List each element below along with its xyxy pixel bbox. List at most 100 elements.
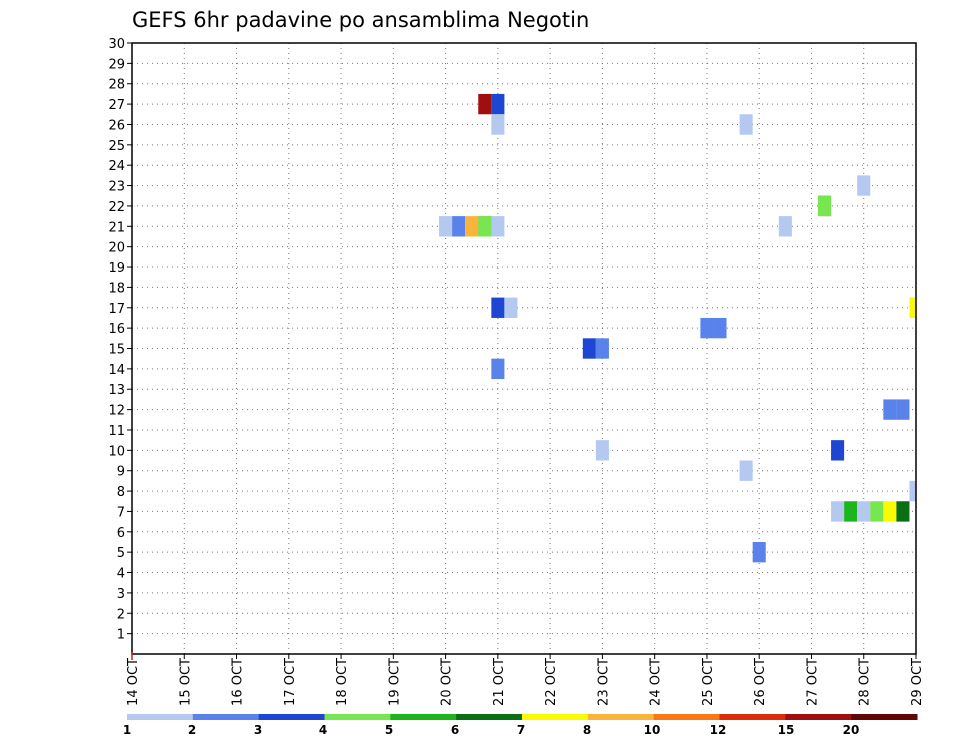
plot-frame (131, 42, 917, 655)
heatmap-cell (870, 501, 884, 522)
heatmap-cell (883, 501, 897, 522)
colorbar-swatch (456, 714, 523, 720)
y-tick-label: 4 (117, 567, 125, 582)
x-tick-label: 29 OCT (910, 658, 925, 706)
colorbar: 1 2 3 4 5 6 7 8 10 12 15 20 (123, 714, 918, 737)
y-tick-label: 1 (117, 628, 125, 643)
colorbar-label: 5 (385, 723, 393, 737)
heatmap-cell (831, 501, 845, 522)
colorbar-label: 20 (843, 723, 860, 737)
chart-title: GEFS 6hr padavine po ansamblima Negotin (132, 8, 589, 32)
y-tick-label: 15 (108, 343, 125, 358)
heatmap-cell (896, 501, 910, 522)
heatmap-cell (857, 175, 871, 196)
y-tick-label: 17 (108, 302, 125, 317)
x-tick-label: 20 OCT (440, 658, 455, 706)
y-tick-label: 8 (117, 485, 125, 500)
y-tick-label: 11 (108, 424, 125, 439)
y-tick-label: 12 (108, 404, 125, 419)
heatmap-cell (844, 501, 858, 522)
x-tick-label: 18 OCT (335, 658, 350, 706)
colorbar-label: 4 (319, 723, 327, 737)
x-tick-label: 23 OCT (596, 658, 611, 706)
heatmap-cell (778, 216, 792, 237)
y-tick-label: 19 (108, 261, 125, 276)
heatmap-cell (491, 93, 505, 115)
y-tick-label: 6 (117, 526, 125, 541)
y-tick-label: 23 (108, 180, 125, 195)
heatmap-cell (896, 399, 910, 420)
y-tick-label: 16 (108, 322, 125, 337)
heatmap-cell (465, 216, 479, 237)
x-tick-label: 27 OCT (805, 658, 820, 706)
y-tick-label: 10 (108, 444, 125, 459)
plot-border (131, 42, 917, 655)
x-tick-label: 24 OCT (649, 658, 664, 706)
x-tick-label: 25 OCT (701, 658, 716, 706)
y-tick-label: 24 (108, 159, 125, 174)
y-tick-label: 5 (117, 546, 125, 561)
y-tick-label: 26 (108, 118, 125, 133)
x-tick-label: 26 OCT (753, 658, 768, 706)
colorbar-label: 12 (710, 723, 727, 737)
heatmap-cell (752, 541, 766, 563)
colorbar-label: 10 (644, 723, 661, 737)
y-tick-label: 7 (117, 505, 125, 520)
colorbar-label: 2 (188, 723, 196, 737)
colorbar-swatch (653, 714, 720, 720)
colorbar-label: 15 (778, 723, 795, 737)
y-tick-label: 18 (108, 281, 125, 296)
y-tick-label: 9 (117, 465, 125, 480)
colorbar-swatch (390, 714, 457, 720)
heatmap-cell (883, 399, 897, 420)
heatmap-cell (439, 216, 453, 237)
x-tick-label: 16 OCT (231, 658, 246, 706)
heatmap-cell (818, 195, 832, 217)
heatmap-cell (909, 297, 916, 318)
y-tick-label: 29 (108, 57, 125, 72)
colorbar-swatch (258, 714, 325, 720)
y-tick-label: 22 (108, 200, 125, 215)
x-tick-label: 17 OCT (283, 658, 298, 706)
x-tick-label: 22 OCT (544, 658, 559, 706)
y-tick-label: 27 (108, 98, 125, 113)
heatmap-cell (739, 460, 753, 481)
y-tick-label: 25 (108, 139, 125, 154)
heatmap-cell (504, 297, 518, 318)
y-tick-label: 14 (108, 363, 125, 378)
colorbar-swatch (522, 714, 589, 720)
heatmap-cell (857, 501, 871, 522)
heatmap-cell (478, 93, 492, 115)
colorbar-label: 1 (123, 723, 131, 737)
y-tick-label: 13 (108, 383, 125, 398)
colorbar-label: 7 (517, 723, 525, 737)
heatmap-cell (595, 338, 609, 359)
x-axis: 14 OCT 15 OCT 16 OCT 17 OCT 18 OCT 19 OCT 20 O… (126, 652, 925, 706)
y-tick-label: 3 (117, 587, 125, 602)
heatmap-cells (439, 93, 916, 563)
y-axis: 1234567891011121314151617181920212223242… (108, 37, 132, 643)
colorbar-label: 6 (451, 723, 459, 737)
colorbar-swatch (127, 714, 194, 720)
colorbar-swatch (324, 714, 391, 720)
grid (132, 42, 916, 654)
x-tick-label: 15 OCT (178, 658, 193, 706)
x-tick-label: 19 OCT (387, 658, 402, 706)
heatmap-cell (909, 480, 916, 502)
x-tick-label: 14 OCT (126, 658, 141, 706)
colorbar-swatch (851, 714, 918, 720)
colorbar-swatch (785, 714, 852, 720)
heatmap-cell (491, 216, 505, 237)
y-tick-label: 28 (108, 78, 125, 93)
heatmap-cell (452, 216, 466, 237)
colorbar-swatch (192, 714, 260, 720)
heatmap-cell (491, 358, 505, 380)
y-tick-label: 2 (117, 607, 125, 622)
heatmap-cell (478, 216, 492, 237)
colorbar-swatch (719, 714, 786, 720)
y-tick-label: 20 (108, 241, 125, 256)
heatmap-cell (491, 297, 505, 318)
heatmap-cell (831, 440, 845, 461)
heatmap-cell (739, 114, 753, 135)
